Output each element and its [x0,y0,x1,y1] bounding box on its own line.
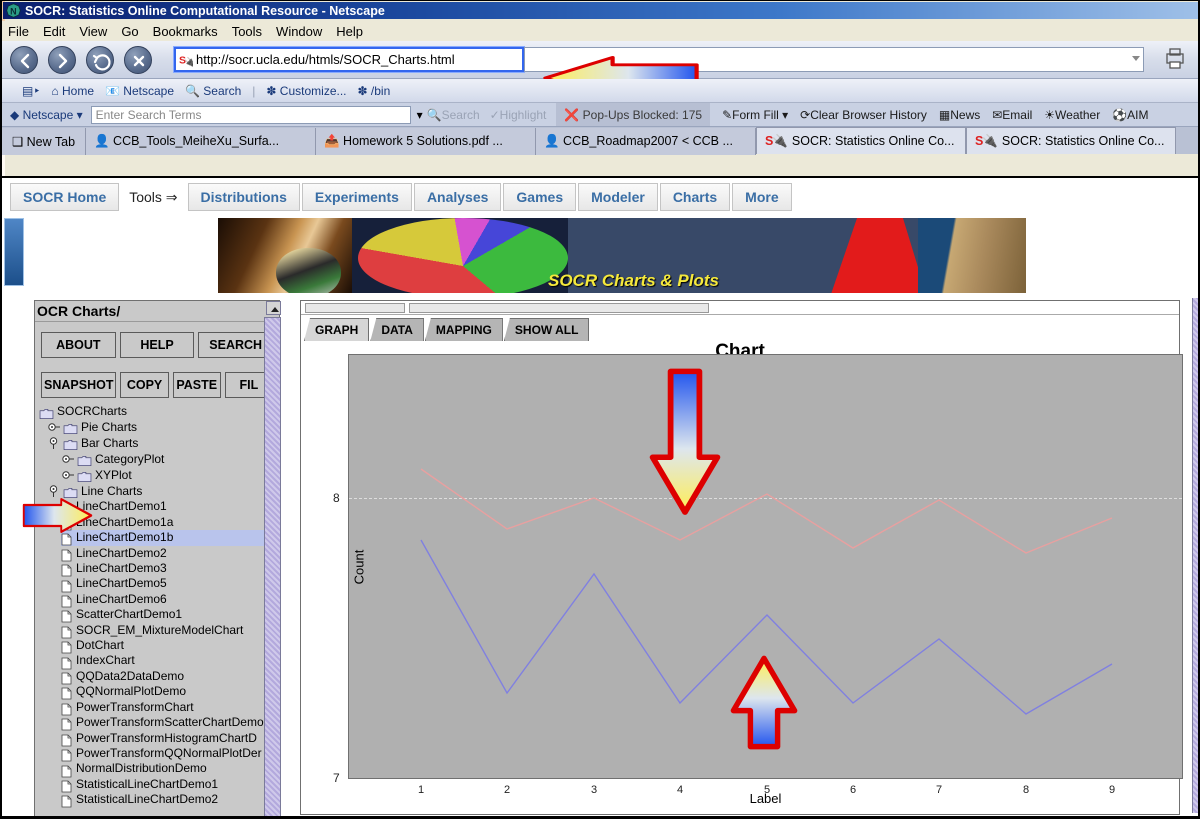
svg-text:🔌: 🔌 [184,56,193,67]
svg-text:N: N [10,6,17,16]
